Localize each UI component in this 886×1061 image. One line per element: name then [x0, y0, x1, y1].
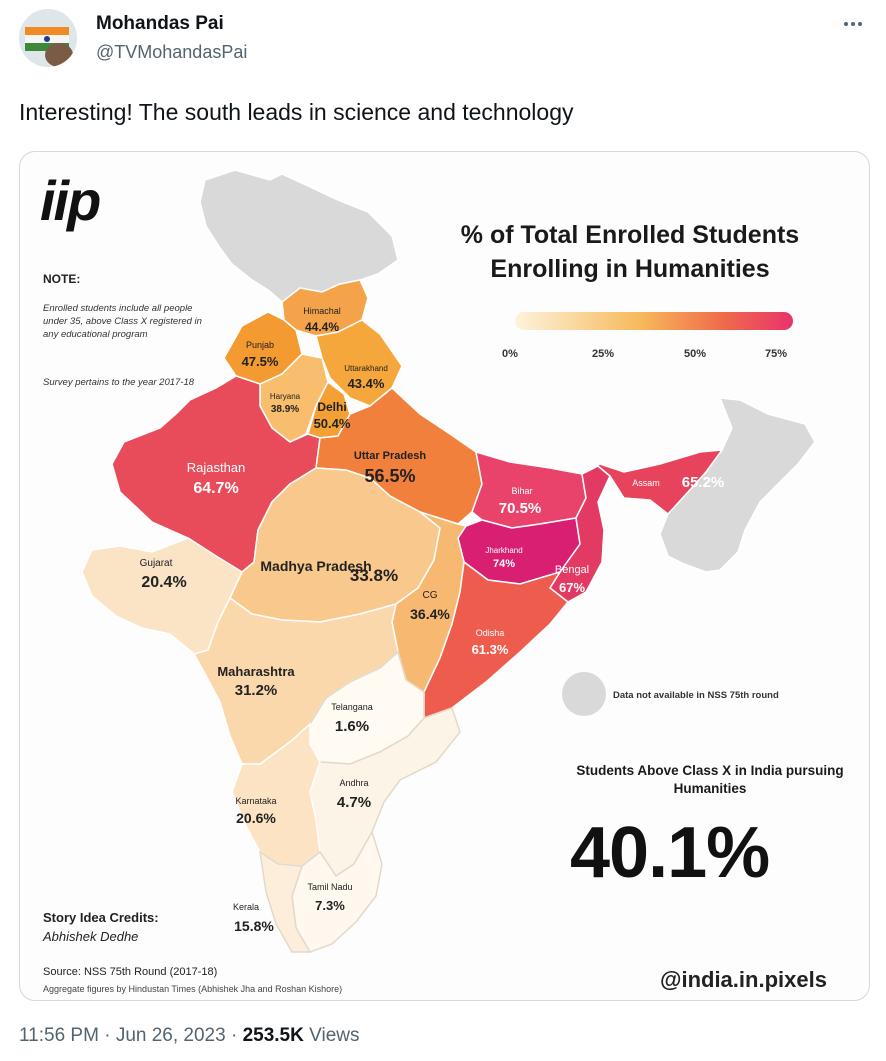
tweet-text: Interesting! The south leads in science …	[19, 99, 574, 125]
state-value-haryana: 38.9%	[270, 404, 300, 415]
state-label-gujarat: Gujarat	[139, 558, 173, 569]
stat-label: Students Above Class X in India pursuing…	[576, 763, 844, 796]
iip-logo: iip	[40, 169, 101, 232]
state-value-uttar-pradesh: 56.5%	[364, 466, 416, 486]
state-value-assam: 65.2%	[681, 474, 725, 491]
state-value-karnataka: 20.6%	[236, 810, 276, 826]
state-label-bengal: Bengal	[554, 564, 590, 576]
separator: ·	[104, 1025, 111, 1046]
stat-value: 40.1%	[570, 813, 770, 893]
state-label-rajasthan: Rajasthan	[186, 460, 246, 475]
state-value-jharkhand: 74%	[492, 558, 516, 570]
state-label-andhra: Andhra	[339, 778, 369, 788]
legend-color-bar	[515, 312, 793, 330]
credits-name: Abhishek Dedhe	[43, 929, 139, 944]
note-text: Enrolled students include all people und…	[43, 303, 202, 340]
tweet-date[interactable]: Jun 26, 2023	[115, 1025, 226, 1046]
state-label-kerala: Kerala	[232, 902, 260, 912]
state-value-himachal: 44.4%	[304, 320, 340, 334]
author-name[interactable]: Mohandas Pai	[96, 13, 224, 34]
state-label-cg: CG	[422, 590, 438, 601]
views-count: 253.5K	[242, 1025, 304, 1046]
state-label-odisha: Odisha	[475, 628, 505, 638]
author-handle[interactable]: @TVMohandasPai	[96, 42, 248, 62]
state-value-odisha: 61.3%	[471, 642, 509, 657]
note-heading: NOTE:	[43, 272, 81, 286]
state-value-delhi: 50.4%	[313, 416, 351, 431]
state-value-uttarakhand: 43.4%	[347, 376, 385, 391]
state-label-tamil-nadu: Tamil Nadu	[307, 882, 353, 892]
legend-tick: 0%	[502, 348, 518, 360]
profile-avatar[interactable]	[19, 9, 77, 67]
tweet-time[interactable]: 11:56 PM	[19, 1025, 99, 1046]
tweet-media-image[interactable]: iip NOTE: Enrolled students include all …	[19, 151, 870, 1001]
state-label-punjab: Punjab	[245, 340, 275, 350]
legend-tick: 75%	[765, 348, 788, 360]
state-label-uttarakhand: Uttarakhand	[344, 364, 388, 373]
infographic-handle: @india.in.pixels	[660, 967, 827, 992]
state-label-telangana: Telangana	[331, 702, 373, 712]
credits-heading: Story Idea Credits:	[43, 910, 159, 925]
state-value-kerala: 15.8%	[234, 918, 274, 934]
state-label-uttar-pradesh: Uttar Pradesh	[353, 450, 427, 462]
state-value-telangana: 1.6%	[334, 718, 370, 735]
state-label-jharkhand: Jharkhand	[485, 546, 523, 555]
chart-title: % of Total Enrolled Students Enrolling i…	[460, 221, 800, 283]
state-jammu-kashmir	[199, 169, 399, 303]
state-value-bengal: 67%	[558, 580, 586, 595]
state-value-punjab: 47.5%	[241, 354, 279, 369]
state-label-himachal: Himachal	[303, 306, 341, 316]
state-label-bihar: Bihar	[511, 486, 533, 496]
separator: ·	[230, 1025, 238, 1046]
more-horizontal-icon[interactable]	[838, 12, 868, 36]
state-label-madhya-pradesh: Madhya Pradesh	[260, 558, 372, 574]
state-kerala	[259, 850, 312, 953]
india-map	[81, 169, 816, 953]
views-label: Views	[309, 1025, 360, 1046]
tweet-timestamp-row: 11:56 PM · Jun 26, 2023 · 253.5K Views	[19, 1025, 359, 1047]
state-label-delhi: Delhi	[317, 400, 347, 414]
source-note: Aggregate figures by Hindustan Times (Ab…	[43, 984, 343, 994]
avatar-image	[19, 9, 77, 67]
state-value-tamil-nadu: 7.3%	[315, 898, 345, 913]
state-value-madhya-pradesh: 33.8%	[349, 566, 399, 585]
state-value-bihar: 70.5%	[498, 500, 542, 517]
state-label-maharashtra: Maharashtra	[217, 664, 295, 679]
state-assam	[581, 449, 724, 516]
legend-tick: 50%	[684, 348, 707, 360]
state-value-cg: 36.4%	[410, 606, 450, 622]
state-label-assam: Assam	[632, 478, 660, 488]
source-text: Source: NSS 75th Round (2017-18)	[43, 966, 218, 978]
note-survey: Survey pertains to the year 2017-18	[43, 377, 195, 388]
legend-tick: 25%	[592, 348, 615, 360]
no-data-note: Data not available in NSS 75th round	[613, 690, 779, 701]
state-value-andhra: 4.7%	[336, 794, 372, 811]
state-karnataka	[231, 722, 321, 867]
state-label-haryana: Haryana	[269, 392, 301, 401]
state-label-karnataka: Karnataka	[235, 796, 277, 806]
state-value-rajasthan: 64.7%	[193, 480, 239, 497]
state-odisha	[423, 560, 570, 720]
state-value-gujarat: 20.4%	[141, 574, 187, 591]
no-data-swatch	[562, 672, 606, 716]
state-value-maharashtra: 31.2%	[234, 682, 278, 699]
